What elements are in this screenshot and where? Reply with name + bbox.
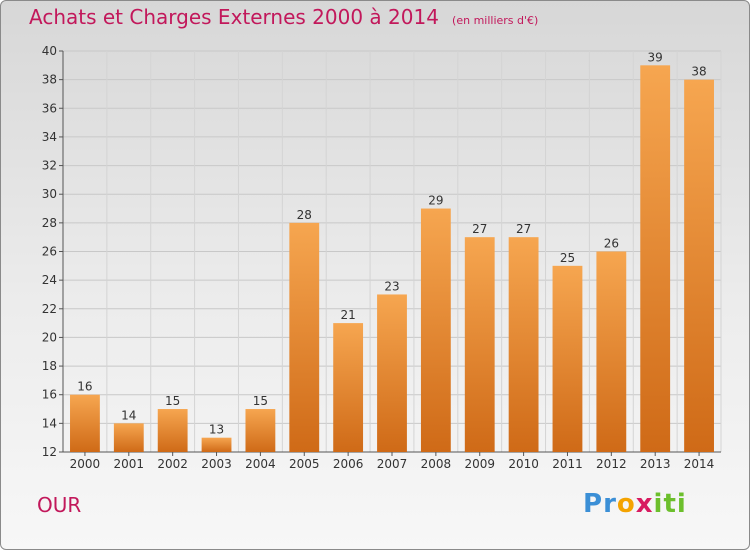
y-tick-label: 32 [42, 159, 57, 173]
logo-letter: i [653, 489, 664, 519]
y-tick-label: 18 [42, 359, 57, 373]
logo-letter: o [616, 489, 636, 519]
unit-note: (en milliers d'€) [452, 14, 539, 27]
bar [596, 251, 627, 452]
logo-letter: t [663, 489, 677, 519]
y-tick-label: 22 [42, 302, 57, 316]
data-label: 27 [516, 222, 531, 236]
y-tick-label: 14 [42, 416, 57, 430]
proxiti-logo: Proxiti [583, 489, 687, 519]
data-label: 26 [604, 237, 619, 251]
data-label: 14 [121, 408, 136, 422]
x-tick-label: 2001 [114, 457, 145, 471]
data-label: 15 [165, 394, 180, 408]
y-tick-label: 28 [42, 216, 57, 230]
labels: 16 2000 14 2001 15 2002 13 2003 15 2004 28 2005 21 20… [70, 50, 715, 471]
x-tick-label: 2009 [464, 457, 495, 471]
x-tick-label: 2003 [201, 457, 232, 471]
x-tick-label: 2004 [245, 457, 276, 471]
data-label: 21 [340, 308, 355, 322]
logo-letter: i [676, 489, 687, 519]
y-tick-label: 12 [42, 445, 57, 459]
chart-title-block: Achats et Charges Externes 2000 à 2014 (… [29, 5, 538, 29]
y-tick-label: 36 [42, 101, 57, 115]
bar [201, 437, 232, 452]
x-tick-label: 2006 [333, 457, 364, 471]
y-tick-label: 40 [42, 44, 57, 58]
y-tick-label: 34 [42, 130, 57, 144]
x-tick-label: 2008 [421, 457, 452, 471]
data-label: 25 [560, 251, 575, 265]
y-tick-label: 16 [42, 388, 57, 402]
x-tick-label: 2007 [377, 457, 408, 471]
y-tick-label: 26 [42, 245, 57, 259]
bar [333, 323, 364, 452]
bar [508, 237, 539, 452]
x-tick-label: 2002 [157, 457, 188, 471]
data-label: 13 [209, 423, 224, 437]
logo-letter: P [583, 489, 604, 519]
bar [420, 208, 451, 452]
data-label: 39 [648, 50, 663, 64]
bar [377, 294, 407, 452]
y-tick-label: 30 [42, 187, 57, 201]
data-label: 15 [253, 394, 268, 408]
logo-letter: x [635, 489, 654, 519]
x-tick-label: 2000 [70, 457, 101, 471]
data-label: 27 [472, 222, 487, 236]
bar [157, 409, 188, 452]
y-tick-label: 38 [42, 73, 57, 87]
commune-name: OUR [37, 493, 82, 517]
y-tick-label: 20 [42, 330, 57, 344]
y-tick-label: 24 [42, 273, 57, 287]
data-label: 38 [691, 65, 706, 79]
data-label: 29 [428, 194, 443, 208]
bar [640, 65, 671, 453]
bar [684, 79, 714, 453]
x-tick-label: 2014 [684, 457, 715, 471]
x-tick-label: 2005 [289, 457, 320, 471]
bar [464, 237, 495, 452]
logo-letter: r [603, 489, 617, 519]
x-tick-label: 2013 [640, 457, 671, 471]
bar [70, 394, 100, 452]
data-label: 23 [384, 279, 399, 293]
bar [245, 409, 276, 452]
data-label: 28 [297, 208, 312, 222]
data-label: 16 [77, 380, 92, 394]
bar [113, 423, 144, 452]
x-tick-label: 2010 [508, 457, 539, 471]
chart-title: Achats et Charges Externes 2000 à 2014 [29, 5, 439, 29]
x-tick-label: 2011 [552, 457, 583, 471]
x-tick-label: 2012 [596, 457, 627, 471]
bar [289, 222, 320, 452]
bar [552, 265, 583, 452]
bars [70, 65, 714, 453]
